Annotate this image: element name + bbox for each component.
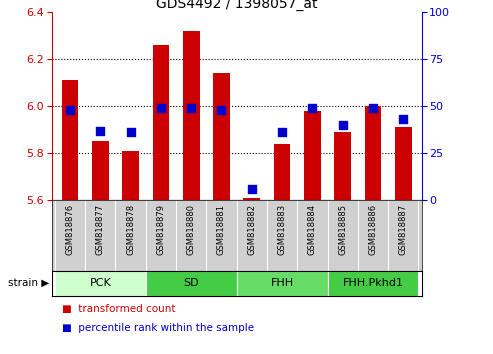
Bar [92, 141, 108, 200]
Bar [146, 271, 237, 296]
Bar [213, 73, 230, 200]
Text: SD: SD [183, 278, 199, 288]
Bar [183, 31, 200, 200]
Text: GSM818886: GSM818886 [369, 204, 378, 255]
Title: GDS4492 / 1398057_at: GDS4492 / 1398057_at [156, 0, 317, 11]
Bar [365, 106, 382, 200]
Text: GSM818884: GSM818884 [308, 204, 317, 255]
Bar [55, 271, 146, 296]
Point [96, 128, 104, 133]
Bar [274, 144, 290, 200]
Point [157, 105, 165, 111]
Bar [62, 80, 78, 200]
Text: GSM818879: GSM818879 [156, 204, 165, 255]
Text: GSM818878: GSM818878 [126, 204, 135, 255]
Point [187, 105, 195, 111]
Point [369, 105, 377, 111]
Text: GSM818881: GSM818881 [217, 204, 226, 255]
Point [309, 105, 317, 111]
Point [127, 130, 135, 135]
Text: strain ▶: strain ▶ [8, 278, 49, 288]
Text: GSM818882: GSM818882 [247, 204, 256, 255]
Text: GSM818877: GSM818877 [96, 204, 105, 255]
Text: PCK: PCK [89, 278, 111, 288]
Point [217, 107, 225, 113]
Point [248, 186, 256, 192]
Text: GSM818887: GSM818887 [399, 204, 408, 255]
Text: ■  percentile rank within the sample: ■ percentile rank within the sample [62, 323, 254, 333]
Text: ■  transformed count: ■ transformed count [62, 304, 175, 314]
Bar [304, 111, 321, 200]
Point [66, 107, 74, 113]
Bar [237, 271, 327, 296]
Point [399, 116, 407, 122]
Bar [122, 151, 139, 200]
Bar [244, 198, 260, 200]
Text: GSM818885: GSM818885 [338, 204, 347, 255]
Point [339, 122, 347, 128]
Bar [395, 127, 412, 200]
Text: GSM818883: GSM818883 [278, 204, 286, 255]
Bar [152, 45, 169, 200]
Text: FHH: FHH [271, 278, 294, 288]
Text: FHH.Pkhd1: FHH.Pkhd1 [343, 278, 404, 288]
Bar [327, 271, 419, 296]
Text: GSM818876: GSM818876 [66, 204, 74, 255]
Text: GSM818880: GSM818880 [187, 204, 196, 255]
Point [278, 130, 286, 135]
Bar [334, 132, 351, 200]
